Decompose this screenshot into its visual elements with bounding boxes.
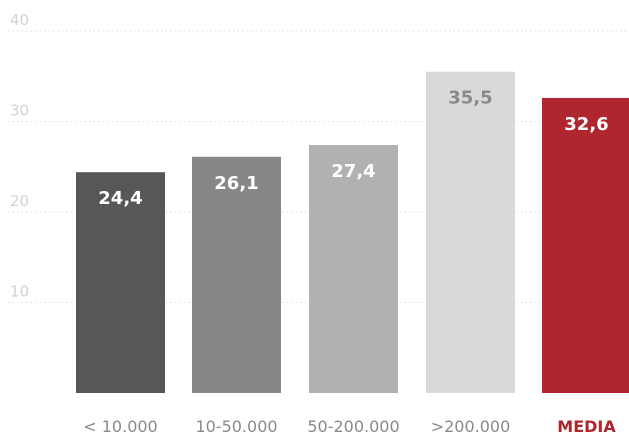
x-tick-label-3: 50-200.000 bbox=[307, 417, 399, 436]
data-label-1: 24,4 bbox=[98, 188, 142, 209]
bar-1 bbox=[76, 172, 165, 393]
y-tick-label-40: 40 bbox=[10, 11, 29, 29]
x-tick-label-4: >200.000 bbox=[431, 417, 511, 436]
data-label-5: 32,6 bbox=[564, 114, 608, 135]
x-axis-tick-labels: < 10.000 10-50.000 50-200.000 >200.000 MEDIA bbox=[83, 417, 616, 436]
x-tick-label-1: < 10.000 bbox=[83, 417, 157, 436]
y-tick-label-20: 20 bbox=[10, 192, 29, 210]
y-tick-label-10: 10 bbox=[10, 283, 29, 301]
data-labels: 24,4 26,1 27,4 35,5 32,6 bbox=[98, 88, 608, 209]
bar-4 bbox=[426, 71, 515, 393]
bar-3 bbox=[309, 145, 398, 393]
bar-5 bbox=[542, 97, 629, 393]
data-label-3: 27,4 bbox=[331, 161, 375, 182]
bars bbox=[76, 71, 629, 393]
y-tick-label-30: 30 bbox=[10, 102, 29, 120]
x-tick-label-2: 10-50.000 bbox=[195, 417, 277, 436]
bar-2 bbox=[192, 156, 281, 393]
data-label-2: 26,1 bbox=[214, 173, 258, 194]
data-label-4: 35,5 bbox=[448, 88, 492, 109]
x-tick-label-5: MEDIA bbox=[557, 417, 616, 436]
